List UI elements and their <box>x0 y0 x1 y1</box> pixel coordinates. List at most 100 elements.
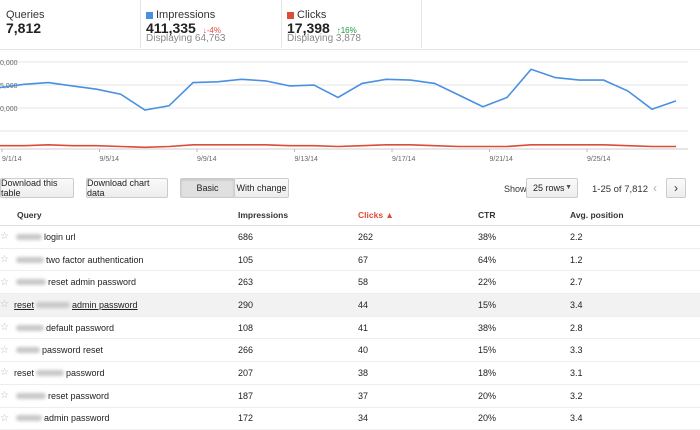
impressions-cell: 266 <box>238 338 358 363</box>
impressions-label: Impressions <box>156 9 216 21</box>
star-icon[interactable]: ☆ <box>0 254 9 266</box>
star-icon[interactable]: ☆ <box>0 412 9 424</box>
table-row[interactable]: ☆ admin password 172 34 20% 3.4 <box>0 407 700 430</box>
star-icon[interactable]: ☆ <box>0 367 9 379</box>
impressions-label-row: Impressions <box>146 9 215 21</box>
query-cell[interactable]: ☆ default password <box>0 316 238 340</box>
query-cell[interactable]: ☆ two factor authentication <box>0 248 238 272</box>
table-row[interactable]: ☆ login url 686 262 38% 2.2 <box>0 225 700 249</box>
next-page-button[interactable]: › <box>666 178 686 198</box>
table-row[interactable]: ☆ reset password 207 38 18% 3.1 <box>0 361 700 385</box>
rows-per-page-select[interactable]: 25 rows ▼ <box>526 178 578 198</box>
star-icon[interactable]: ☆ <box>0 276 9 288</box>
query-cell[interactable]: ☆ reset admin password <box>0 270 238 295</box>
query-cell[interactable]: ☆ reset password <box>0 361 238 385</box>
download-table-button[interactable]: Download this table <box>0 178 74 198</box>
star-icon[interactable]: ☆ <box>0 322 9 334</box>
clicks-cell: 38 <box>358 361 478 385</box>
chevron-right-icon: › <box>674 181 678 195</box>
avg-position-cell: 3.1 <box>570 361 700 385</box>
summary-stats: Queries 7,812 Impressions 411,335 ↓-4% D… <box>0 0 700 50</box>
clicks-checkbox-icon[interactable] <box>287 11 294 19</box>
up-arrow-icon: ↑ <box>336 26 341 35</box>
table-row[interactable]: ☆ reset admin password 290 44 15% 3.4 <box>0 293 700 317</box>
query-cell[interactable]: ☆ password reset <box>0 338 238 363</box>
previous-page-button[interactable]: ‹ <box>645 178 665 198</box>
clicks-column-header[interactable]: Clicks ▲ <box>358 205 478 226</box>
down-arrow-icon: ↓ <box>202 26 207 35</box>
impressions-column-header[interactable]: Impressions <box>238 205 358 226</box>
clicks-series-line[interactable] <box>0 143 676 149</box>
clicks-cell: 262 <box>358 225 478 249</box>
query-text[interactable]: login url <box>44 231 76 242</box>
x-tick-label: 9/17/14 <box>392 156 415 163</box>
avg-position-cell: 1.2 <box>570 248 700 272</box>
table-row[interactable]: ☆ default password 108 41 38% 2.8 <box>0 316 700 340</box>
avg-position-cell: 2.7 <box>570 270 700 295</box>
query-text[interactable]: admin password <box>44 413 110 424</box>
ctr-cell: 18% <box>478 361 570 385</box>
avg-position-cell: 3.3 <box>570 338 700 363</box>
query-text[interactable]: default password <box>46 322 115 333</box>
impressions-checkbox-icon[interactable] <box>146 11 153 19</box>
redacted-text <box>16 415 42 422</box>
table-row[interactable]: ☆ reset admin password 263 58 22% 2.7 <box>0 270 700 295</box>
impressions-series-line[interactable] <box>0 68 677 111</box>
ctr-cell: 22% <box>478 270 570 295</box>
query-text[interactable]: two factor authentication <box>46 254 144 265</box>
clicks-cell: 67 <box>358 248 478 272</box>
query-cell[interactable]: ☆ reset password <box>0 384 238 408</box>
clicks-change: ↑16% <box>337 26 357 35</box>
redacted-text <box>16 233 42 240</box>
clicks-label-row: Clicks <box>287 9 326 21</box>
star-icon[interactable]: ☆ <box>0 231 9 243</box>
query-text[interactable]: reset admin password <box>48 277 137 288</box>
query-text[interactable]: admin password <box>72 299 138 310</box>
impressions-stat[interactable]: Impressions 411,335 ↓-4% Displaying 64,7… <box>140 0 282 48</box>
impressions-value: 411,335 <box>146 20 196 36</box>
query-text[interactable]: password <box>66 367 105 378</box>
table-header-row: Query Impressions Clicks ▲ CTR Avg. posi… <box>0 205 700 226</box>
basic-view-button[interactable]: Basic <box>180 178 235 198</box>
impressions-change-value: -4% <box>206 26 221 35</box>
ctr-column-header[interactable]: CTR <box>478 205 570 226</box>
star-icon[interactable]: ☆ <box>0 390 9 402</box>
impressions-cell: 187 <box>238 384 358 408</box>
redacted-text <box>16 392 46 399</box>
impressions-cell: 105 <box>238 248 358 272</box>
avg-position-cell: 2.8 <box>570 316 700 340</box>
query-text[interactable]: password reset <box>42 345 104 356</box>
ctr-cell: 38% <box>478 316 570 340</box>
queries-table: Query Impressions Clicks ▲ CTR Avg. posi… <box>0 205 700 430</box>
avg-position-column-header[interactable]: Avg. position <box>570 205 700 226</box>
table-row[interactable]: ☆ two factor authentication 105 67 64% 1.2 <box>0 248 700 272</box>
table-row[interactable]: ☆ reset password 187 37 20% 3.2 <box>0 384 700 408</box>
query-cell[interactable]: ☆ login url <box>0 225 238 249</box>
clicks-label: Clicks <box>297 9 327 21</box>
star-icon[interactable]: ☆ <box>0 344 9 356</box>
query-text[interactable]: reset password <box>48 390 110 401</box>
clicks-cell: 40 <box>358 338 478 363</box>
query-cell[interactable]: ☆ reset admin password <box>0 293 238 317</box>
redacted-text <box>16 279 46 286</box>
queries-stat[interactable]: Queries 7,812 <box>0 0 141 48</box>
query-column-header[interactable]: Query <box>0 205 238 226</box>
star-icon[interactable]: ☆ <box>0 299 9 311</box>
impressions-cell: 172 <box>238 407 358 430</box>
ctr-cell: 20% <box>478 384 570 408</box>
clicks-stat[interactable]: Clicks 17,398 ↑16% Displaying 3,878 <box>281 0 422 48</box>
query-prefix: reset <box>14 299 35 310</box>
download-chart-button[interactable]: Download chart data <box>86 178 168 198</box>
impressions-cell: 108 <box>238 316 358 340</box>
chevron-left-icon: ‹ <box>653 181 657 195</box>
redacted-text <box>16 256 44 263</box>
query-cell[interactable]: ☆ admin password <box>0 407 238 430</box>
with-change-button[interactable]: With change <box>234 178 289 198</box>
clicks-cell: 34 <box>358 407 478 430</box>
ctr-cell: 20% <box>478 407 570 430</box>
impressions-change: ↓-4% <box>203 26 221 35</box>
table-row[interactable]: ☆ password reset 266 40 15% 3.3 <box>0 338 700 363</box>
divider <box>0 49 700 50</box>
avg-position-cell: 3.4 <box>570 293 700 317</box>
